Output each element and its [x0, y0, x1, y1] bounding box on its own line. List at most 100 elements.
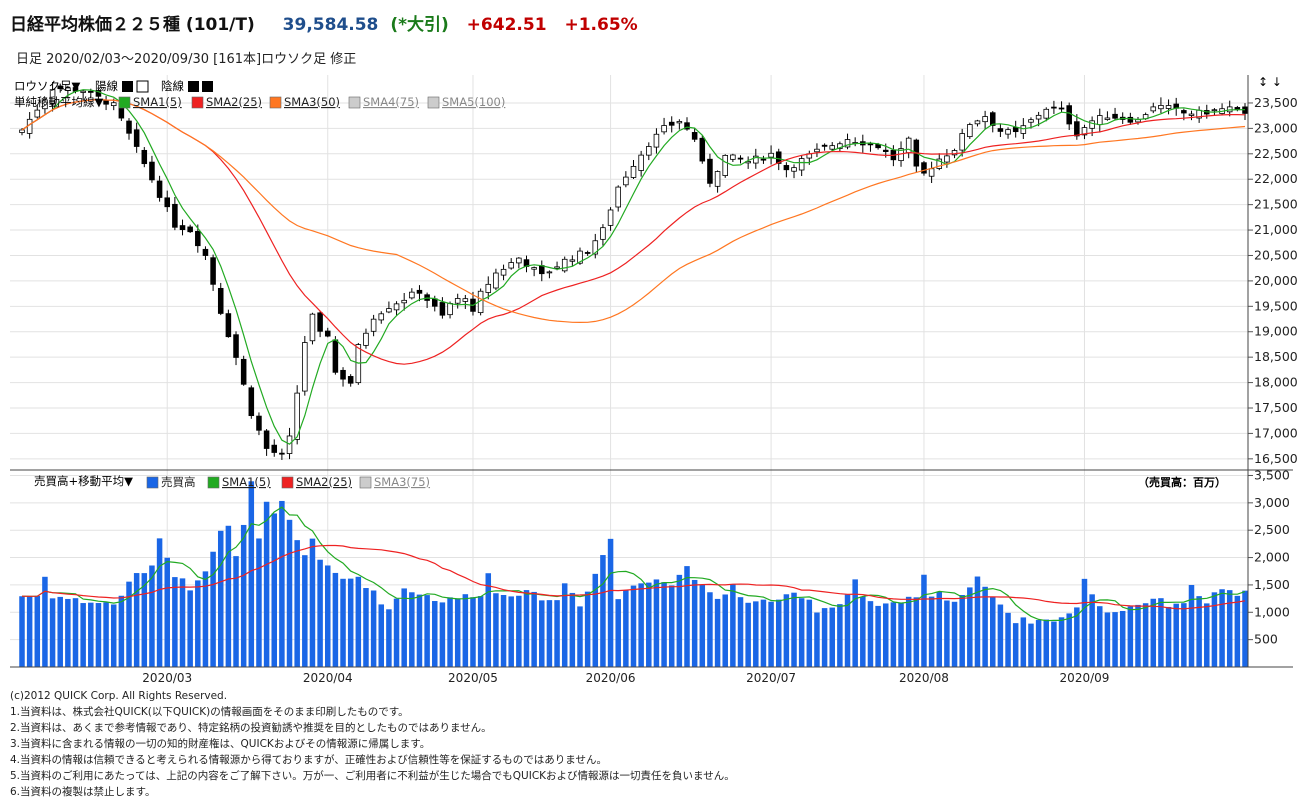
- up-candle: [791, 167, 797, 172]
- volume-bar: [401, 588, 407, 667]
- up-candle: [1150, 106, 1157, 112]
- volume-bar: [493, 593, 499, 667]
- volume-bar: [1150, 598, 1157, 667]
- volume-bar: [990, 597, 996, 667]
- down-candle: [347, 376, 354, 384]
- volume-sma2-line: [21, 544, 1246, 610]
- sma-legend-item[interactable]: SMA4(75): [348, 95, 419, 109]
- volume-bar: [630, 585, 637, 667]
- price-tick-label: 20,000: [1254, 273, 1298, 288]
- volume-bar: [416, 594, 423, 667]
- sma3-line: [21, 98, 1246, 324]
- volume-bar: [88, 602, 94, 667]
- down-candle: [539, 265, 545, 275]
- up-candle: [1043, 108, 1050, 119]
- sma-legend-item[interactable]: SMA3(50): [269, 95, 340, 109]
- down-candle-body-swatch[interactable]: [202, 81, 213, 92]
- volume-legend-item[interactable]: 売買高: [146, 475, 196, 489]
- up-candle: [1104, 117, 1111, 120]
- up-candle-body-swatch[interactable]: [136, 80, 149, 93]
- candle-type-menu[interactable]: ロウソク足▼: [14, 79, 80, 93]
- up-candle: [1188, 113, 1195, 116]
- volume-bar: [133, 573, 140, 667]
- volume-bar: [890, 602, 897, 667]
- volume-bar: [1104, 612, 1111, 667]
- sma-legend-item[interactable]: SMA2(25): [191, 95, 262, 109]
- volume-bar: [1020, 617, 1027, 667]
- volume-bar: [753, 601, 759, 667]
- volume-bar: [110, 604, 117, 667]
- volume-bar: [65, 598, 71, 667]
- up-candle: [577, 250, 583, 264]
- volume-bar: [302, 555, 308, 667]
- disclaimer-line: 6.当資料の複製は禁止します。: [10, 786, 156, 798]
- price-tick-label: 17,000: [1254, 425, 1298, 440]
- sma-legend-swatch: [427, 96, 440, 109]
- volume-bar: [1066, 613, 1072, 667]
- volume-bar: [500, 594, 507, 667]
- down-candle: [126, 120, 132, 134]
- volume-legend-item[interactable]: SMA3(75): [359, 475, 430, 489]
- down-candle: [256, 415, 262, 431]
- volume-bar: [172, 577, 178, 667]
- volume-bar: [118, 595, 125, 667]
- volume-tick-label: 3,000: [1254, 495, 1290, 510]
- zoom-arrows-icon[interactable]: ↕ ↓: [1258, 75, 1282, 89]
- volume-bar: [1051, 621, 1057, 667]
- volume-bar: [661, 582, 667, 667]
- volume-tick-label: 3,500: [1254, 467, 1290, 482]
- volume-bar: [623, 590, 629, 667]
- volume-bar: [646, 582, 652, 667]
- volume-bar: [363, 588, 369, 667]
- up-candle: [944, 155, 950, 163]
- down-candle: [691, 132, 698, 140]
- volume-bar: [1074, 607, 1080, 667]
- volume-bar: [837, 604, 843, 667]
- down-candle: [95, 90, 102, 97]
- price-tick-label: 22,500: [1254, 146, 1298, 161]
- volume-bar: [454, 598, 461, 667]
- volume-bar: [1226, 590, 1233, 667]
- volume-bar: [42, 576, 48, 667]
- volume-bar: [1219, 589, 1225, 667]
- down-candle: [1012, 127, 1019, 133]
- up-candle: [730, 154, 736, 160]
- volume-legend-item[interactable]: SMA1(5): [207, 475, 271, 489]
- volume-bar: [317, 559, 323, 667]
- volume-bar: [248, 481, 255, 667]
- up-candle: [1020, 125, 1027, 134]
- down-candle: [279, 452, 285, 455]
- volume-bar: [378, 604, 385, 667]
- down-candle: [324, 330, 331, 337]
- up-candle: [661, 125, 667, 133]
- sma-legend-item[interactable]: SMA1(5): [118, 95, 182, 109]
- price-tick-label: 21,500: [1254, 197, 1298, 212]
- volume-bar: [1043, 619, 1050, 667]
- moving-average-menu[interactable]: 単純移動平均線▼: [14, 95, 103, 109]
- up-candle: [1211, 109, 1218, 112]
- down-candle-color-swatch[interactable]: [188, 81, 199, 92]
- down-candle: [737, 157, 744, 160]
- volume-bar: [95, 603, 102, 667]
- up-candle: [302, 342, 308, 392]
- month-tick-label: 2020/05: [448, 671, 498, 685]
- volume-bar: [340, 578, 346, 667]
- volume-bar: [57, 596, 63, 667]
- sma-legend-label: SMA5(100): [442, 95, 505, 109]
- last-price: 39,584.58: [282, 15, 379, 35]
- volume-legend-item[interactable]: SMA2(25): [281, 475, 352, 489]
- volume-bar: [1181, 603, 1187, 667]
- sma-legend-swatch: [348, 96, 361, 109]
- volume-bar: [156, 538, 163, 667]
- up-candle-color-swatch[interactable]: [122, 81, 133, 92]
- volume-bar: [1234, 595, 1241, 667]
- up-candle: [653, 133, 660, 148]
- up-candle: [600, 227, 606, 240]
- sma-legend-item[interactable]: SMA5(100): [427, 95, 505, 109]
- volume-bar: [882, 603, 889, 667]
- volume-bar: [653, 579, 660, 667]
- volume-menu[interactable]: 売買高+移動平均▼: [34, 474, 133, 488]
- volume-bar: [1211, 592, 1218, 667]
- volume-bar: [531, 591, 537, 667]
- volume-bar: [103, 602, 109, 667]
